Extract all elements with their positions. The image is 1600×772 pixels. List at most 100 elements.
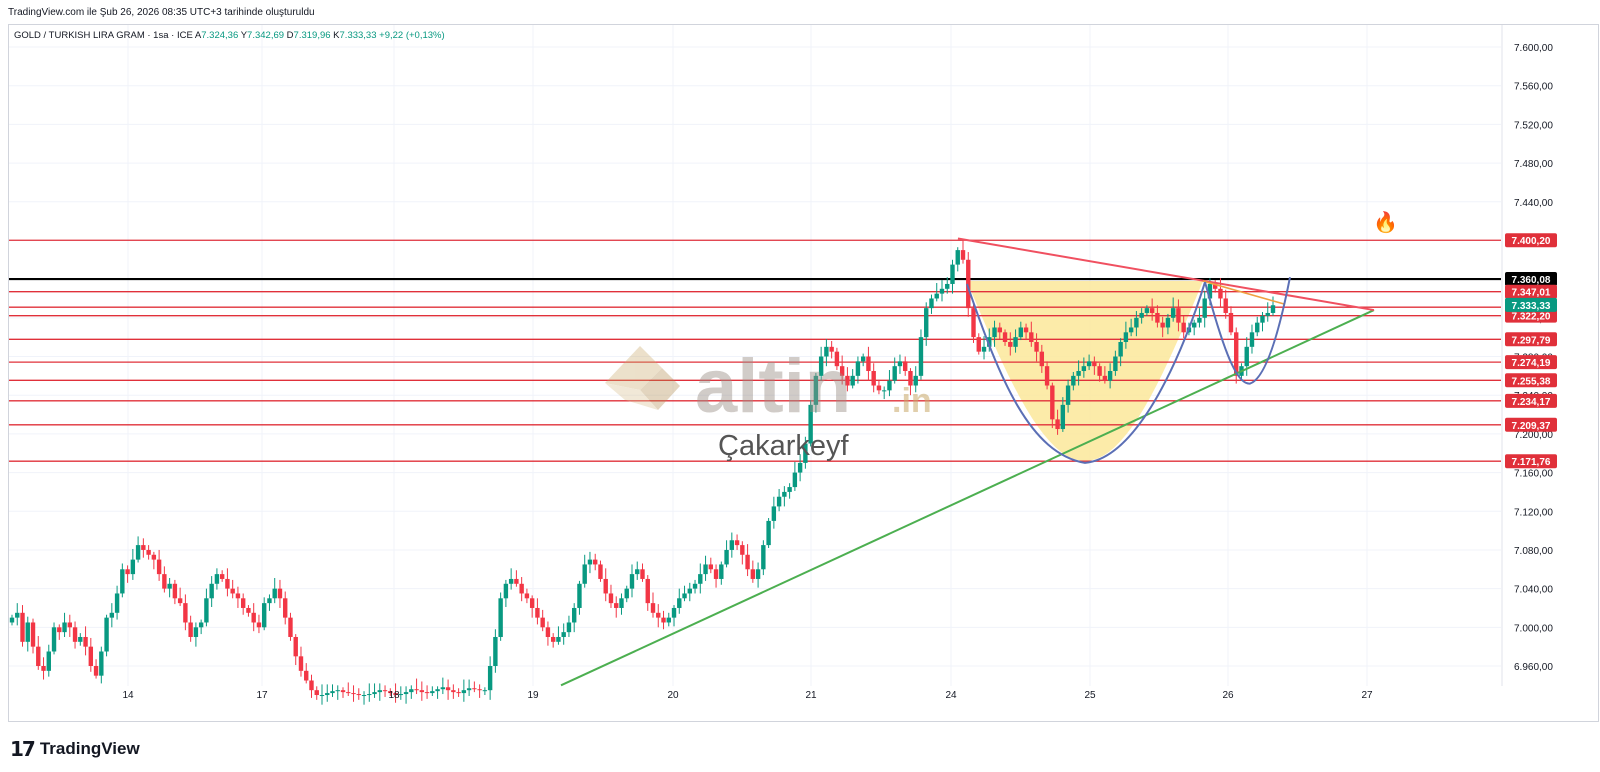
candle-body	[30, 622, 36, 647]
altin-watermark: altin .in	[600, 338, 980, 429]
candle-body	[550, 636, 556, 642]
candle-body	[508, 578, 514, 584]
x-tick-label: 17	[256, 690, 268, 701]
candle-body	[456, 692, 461, 694]
candle-body	[120, 569, 125, 594]
candle-body	[577, 583, 582, 608]
candle-body	[918, 337, 924, 376]
candle-body	[750, 569, 756, 579]
candle-body	[1044, 366, 1050, 386]
candle-body	[1134, 317, 1139, 328]
candle-body	[1181, 322, 1186, 333]
candle-body	[587, 559, 593, 565]
candle-body	[440, 687, 446, 690]
tradingview-logo-icon: 17	[10, 737, 36, 761]
candle-body	[629, 574, 635, 589]
candle-body	[466, 688, 472, 691]
candle-body	[1029, 332, 1034, 342]
candle-body	[540, 617, 545, 628]
candle-body	[15, 612, 20, 618]
candle-body	[818, 356, 824, 376]
candle-body	[529, 598, 535, 608]
candle-body	[204, 598, 209, 623]
candle-body	[319, 695, 325, 697]
level-tag-box	[1505, 272, 1557, 287]
candle-body	[824, 346, 829, 357]
candle-body	[792, 472, 798, 488]
candle-body	[1071, 375, 1076, 386]
candle-body	[934, 293, 939, 299]
candle-body	[1255, 322, 1260, 333]
symbol-name: GOLD / TURKISH LIRA GRAM · 1sa · ICE	[14, 30, 193, 41]
close-label: K	[333, 30, 340, 41]
candle-body	[766, 520, 771, 546]
candle-body	[1155, 312, 1160, 323]
candle-body	[88, 646, 94, 666]
trend-overlays	[560, 237, 1375, 687]
candle-body	[230, 588, 235, 594]
candle-body	[640, 569, 645, 579]
candle-body	[635, 569, 640, 575]
candle-body	[650, 603, 656, 613]
level-tag-box	[1505, 454, 1557, 469]
candle-body	[645, 578, 650, 604]
candle-body	[1144, 308, 1150, 313]
candle-body	[361, 695, 367, 697]
candle-body	[1149, 308, 1155, 313]
candle-body	[1065, 385, 1071, 405]
candle-body	[845, 375, 850, 386]
open-value: 7.324,36	[201, 30, 239, 41]
level-tag-box	[1505, 373, 1557, 388]
candle-body	[782, 491, 787, 497]
candle-body	[929, 298, 934, 309]
candle-body	[1223, 298, 1228, 313]
candle-body	[976, 337, 981, 352]
candle-body	[1113, 356, 1118, 372]
level-tag-box	[1505, 308, 1557, 323]
high-label: Y	[240, 30, 248, 41]
candle-body	[99, 651, 104, 676]
level-tag-box	[1505, 393, 1557, 408]
candle-body	[104, 617, 109, 652]
candle-body	[141, 545, 146, 550]
candle-body	[1260, 315, 1265, 323]
x-tick-label: 26	[1222, 690, 1234, 701]
candle-body	[1160, 322, 1165, 328]
candle-body	[1102, 375, 1108, 381]
level-tag: 7.255,38	[1512, 376, 1551, 387]
candle-body	[367, 694, 372, 696]
candle-body	[177, 598, 183, 604]
candle-body	[535, 607, 540, 618]
candle-body	[193, 627, 199, 637]
candle-body	[1270, 305, 1276, 313]
level-tag: 7.322,20	[1512, 312, 1551, 323]
low-label: D	[286, 30, 294, 41]
candle-body	[966, 259, 971, 309]
candle-body	[829, 346, 834, 352]
candle-body	[708, 564, 714, 570]
cup-curve	[966, 281, 1206, 464]
candle-body	[482, 690, 488, 692]
candle-body	[414, 689, 419, 691]
chart-frame	[8, 24, 1599, 722]
candle-body	[293, 636, 298, 657]
tradingview-logo-text: TradingView	[39, 739, 140, 758]
candle-body	[740, 545, 745, 555]
candle-body	[1107, 371, 1113, 381]
candle-body	[487, 666, 493, 691]
candle-body	[608, 593, 614, 604]
candle-body	[1118, 341, 1123, 357]
x-tick-label: 19	[527, 690, 539, 701]
candle-body	[114, 593, 120, 613]
level-tag: 7.234,17	[1512, 397, 1551, 408]
candle-body	[46, 651, 51, 671]
candle-body	[839, 366, 845, 376]
candle-body	[614, 603, 619, 608]
candle-body	[771, 506, 777, 521]
candle-body	[598, 564, 603, 579]
candle-body	[472, 688, 477, 690]
tradingview-logo[interactable]: 17 TradingView	[10, 737, 140, 761]
candle-body	[183, 603, 188, 623]
candle-body	[566, 622, 572, 633]
